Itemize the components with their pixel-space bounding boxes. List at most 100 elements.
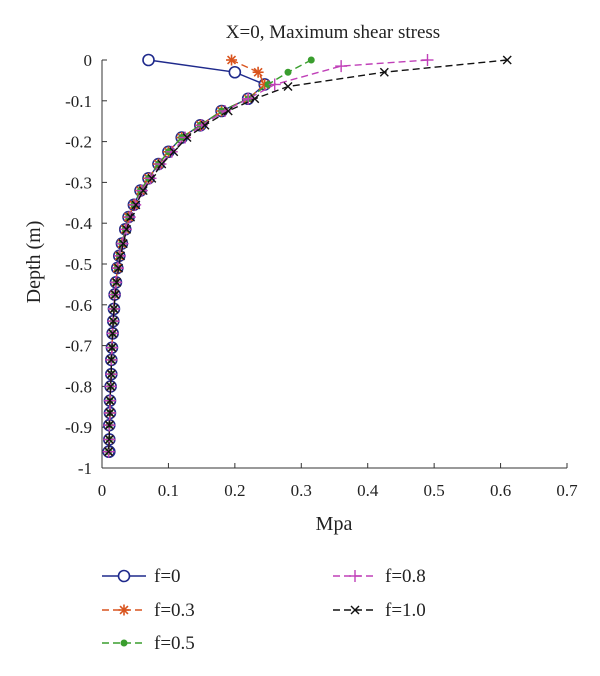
marker-shape <box>114 263 124 273</box>
data-point <box>182 133 192 143</box>
data-point <box>107 343 117 353</box>
data-point <box>268 78 281 91</box>
data-point <box>154 158 167 171</box>
marker-shape <box>253 67 263 77</box>
legend-marker <box>350 605 360 615</box>
x-tick-label: 0 <box>98 481 107 500</box>
data-point <box>116 251 126 261</box>
plot-area: 0 0.1 0.2 0.3 0.4 0.5 0.6 0.7 0 -0.1 -0.2 -0.3 -0.4 -… <box>65 51 578 500</box>
data-point <box>379 67 389 77</box>
x-tick-label: 0.2 <box>224 481 245 500</box>
chart-title: X=0, Maximum shear stress <box>226 22 440 43</box>
data-point <box>105 408 115 418</box>
data-point <box>242 92 255 105</box>
series-f=0 <box>102 53 272 458</box>
y-tick-label: 0 <box>84 51 93 70</box>
data-point <box>122 224 132 234</box>
marker-shape <box>106 381 116 391</box>
data-point <box>104 420 114 430</box>
y-tick-label: -0.8 <box>65 377 92 396</box>
legend-marker <box>118 604 130 616</box>
x-tick-label: 0.1 <box>158 481 179 500</box>
marker-shape <box>108 328 118 338</box>
data-point <box>165 145 178 158</box>
marker-shape <box>119 605 129 615</box>
marker-shape <box>118 239 128 249</box>
marker-shape <box>104 447 114 457</box>
legend-item: f=0.8 <box>333 566 426 587</box>
series-line <box>107 59 428 452</box>
data-point <box>108 316 118 326</box>
data-point <box>283 82 293 92</box>
marker-shape <box>227 55 237 65</box>
data-point <box>106 355 116 365</box>
data-point <box>502 55 512 65</box>
marker-shape <box>200 120 210 130</box>
data-point <box>157 159 167 169</box>
y-tick-label: -0.5 <box>65 255 92 274</box>
data-point <box>421 54 434 66</box>
marker-shape <box>108 316 118 326</box>
x-axis-title: Mpa <box>316 513 353 535</box>
y-tick-label: -0.6 <box>65 296 92 315</box>
x-tick-label: 0.5 <box>424 481 445 500</box>
marker-shape <box>107 343 117 353</box>
series-f=0.5 <box>105 56 315 456</box>
marker-shape <box>502 55 512 65</box>
marker-shape <box>105 408 115 418</box>
legend-label: f=0 <box>154 566 181 587</box>
marker-shape <box>138 186 148 196</box>
data-point <box>138 186 148 196</box>
y-tick-label: -0.9 <box>65 418 92 437</box>
series-line <box>108 59 267 453</box>
data-point <box>110 290 120 300</box>
marker-shape <box>142 53 155 67</box>
marker-shape <box>350 605 360 615</box>
data-point <box>114 263 124 273</box>
marker-shape <box>284 68 292 76</box>
series-line <box>107 59 266 452</box>
data-point <box>144 172 157 185</box>
data-point <box>252 66 264 78</box>
legend-label: f=1.0 <box>385 600 426 621</box>
y-tick-label: -0.3 <box>65 173 92 192</box>
series-f=1.0 <box>104 55 512 457</box>
data-point <box>223 106 233 116</box>
data-point <box>250 94 260 104</box>
marker-shape <box>109 304 119 314</box>
y-tick-label: -0.1 <box>65 92 92 111</box>
legend-label: f=0.8 <box>385 566 426 587</box>
data-point <box>104 447 114 457</box>
data-point <box>112 277 122 287</box>
data-point <box>307 56 315 64</box>
legend: f=0 f=0.3 f=0.5 f=0.8 f=1.0 <box>102 566 426 654</box>
series-line <box>107 59 508 452</box>
marker-shape <box>131 200 141 210</box>
data-point <box>335 60 348 73</box>
series-f=0.3 <box>103 54 271 458</box>
x-tick-label: 0.7 <box>556 481 578 500</box>
marker-shape <box>250 94 260 104</box>
data-point <box>108 328 118 338</box>
marker-shape <box>120 639 128 647</box>
data-point <box>126 212 136 222</box>
data-point <box>226 54 238 66</box>
data-point <box>109 304 119 314</box>
series-f=0.8 <box>102 54 434 458</box>
marker-shape <box>105 396 115 406</box>
data-point <box>131 200 141 210</box>
legend-marker <box>117 569 131 583</box>
data-point <box>179 131 192 144</box>
marker-shape <box>110 290 120 300</box>
data-point <box>142 53 155 67</box>
data-point <box>106 381 116 391</box>
marker-shape <box>228 65 242 79</box>
marker-shape <box>106 369 116 379</box>
y-tick-label: -0.4 <box>65 214 92 233</box>
marker-shape <box>182 133 192 143</box>
x-tick-label: 0.4 <box>357 481 379 500</box>
x-tick-label: 0.3 <box>291 481 312 500</box>
y-tick-label: -0.2 <box>65 133 92 152</box>
